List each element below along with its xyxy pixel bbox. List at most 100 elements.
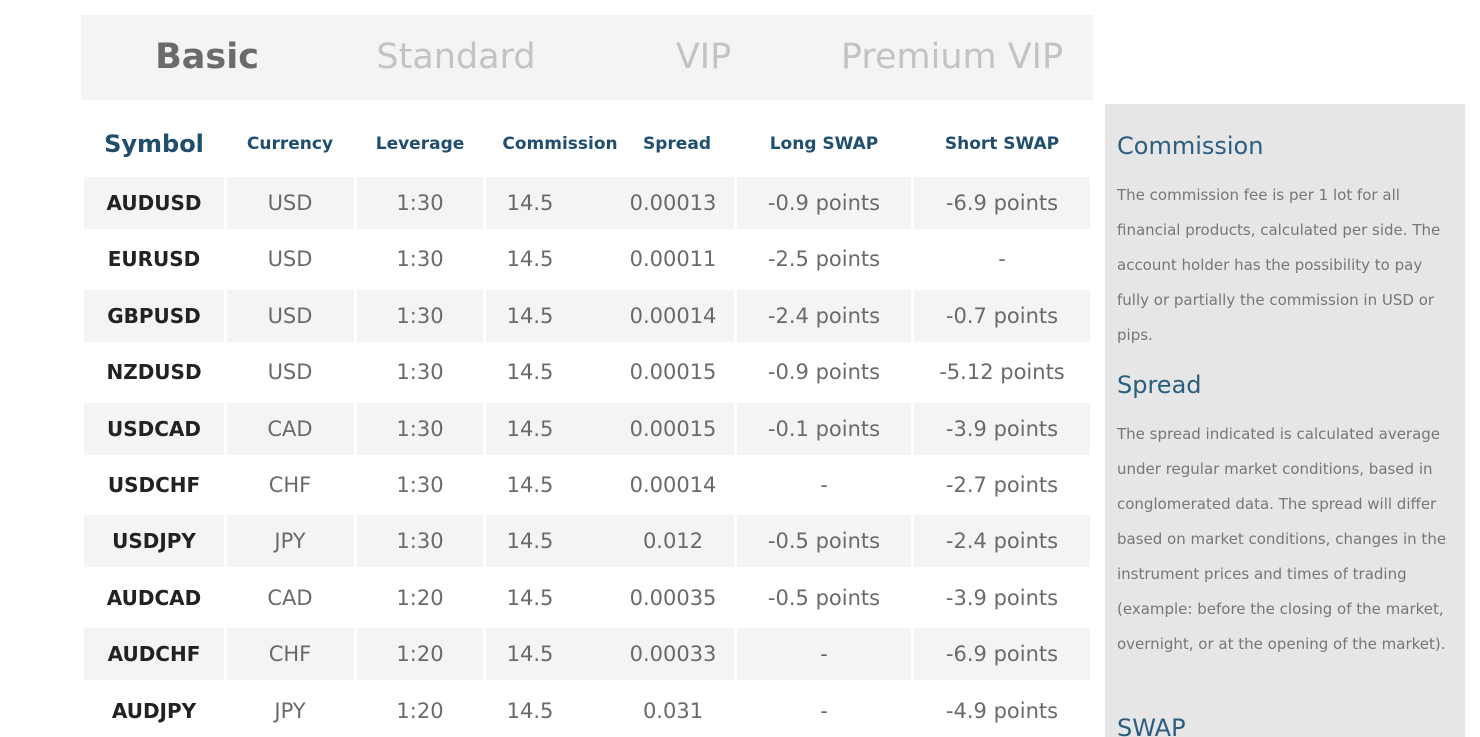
tab-premium-vip[interactable]: Premium VIP	[840, 37, 1064, 77]
table-row: AUDUSD USD 1:30 14.5 0.00013 -0.9 points -6.9 …	[84, 174, 1090, 230]
info-sidebar: Commission The commission fee is per 1 l…	[1105, 104, 1465, 737]
cell-background	[84, 515, 224, 568]
cell-background	[227, 628, 354, 681]
cell-leverage: 1:30	[396, 472, 444, 497]
cell-background	[914, 515, 1090, 568]
cell-currency: JPY	[274, 698, 306, 723]
cell-leverage: 1:20	[396, 642, 444, 667]
cell-leverage: 1:20	[396, 698, 444, 723]
cell-background	[737, 515, 911, 568]
table-row: USDCHF CHF 1:30 14.5 0.00014 - -2.7 points	[84, 456, 1090, 512]
tab-vip[interactable]: VIP	[675, 37, 732, 77]
cell-leverage: 1:20	[396, 585, 444, 610]
commission-info: Commission The commission fee is per 1 l…	[1117, 132, 1457, 353]
cell-symbol: GBPUSD	[107, 303, 201, 328]
cell-short-swap: -3.9 points	[945, 416, 1059, 441]
cell-background	[84, 402, 224, 455]
cell-short-swap: -	[998, 247, 1006, 272]
cell-background	[737, 402, 911, 455]
cell-commission: 14.5	[506, 416, 554, 441]
tab-standard[interactable]: Standard	[376, 37, 536, 77]
cell-spread: 0.00035	[629, 585, 717, 610]
cell-leverage: 1:30	[396, 529, 444, 554]
header-spread: Spread	[643, 134, 711, 154]
cell-long-swap: -2.4 points	[767, 303, 881, 328]
cell-background	[357, 628, 483, 681]
cell-currency: USD	[267, 191, 313, 215]
cell-background	[486, 515, 734, 568]
cell-currency: CAD	[267, 585, 313, 610]
cell-spread: 0.00015	[629, 360, 717, 385]
cell-leverage: 1:30	[396, 247, 444, 272]
account-type-tabs: Basic Standard VIP Premium VIP	[81, 15, 1093, 100]
cell-long-swap: -0.5 points	[767, 585, 881, 610]
cell-short-swap: -2.7 points	[945, 472, 1059, 497]
cell-background	[486, 177, 734, 229]
cell-commission: 14.5	[506, 529, 554, 554]
cell-background	[227, 402, 354, 455]
cell-currency: CHF	[268, 472, 312, 497]
cell-currency: USD	[267, 303, 313, 328]
cell-short-swap: -6.9 points	[945, 191, 1059, 215]
cell-currency: JPY	[274, 529, 306, 554]
cell-commission: 14.5	[506, 191, 554, 215]
table-row: GBPUSD USD 1:30 14.5 0.00014 -2.4 points -0.7 …	[84, 287, 1090, 343]
cell-long-swap: -2.5 points	[767, 247, 881, 272]
table-row: USDJPY JPY 1:30 14.5 0.012 -0.5 points -2.4 po…	[84, 512, 1090, 568]
cell-background	[486, 289, 734, 342]
cell-background	[227, 515, 354, 568]
table-row: USDCAD CAD 1:30 14.5 0.00015 -0.1 points -3.9 …	[84, 400, 1090, 456]
cell-background	[357, 515, 483, 568]
spread-title: Spread	[1117, 371, 1202, 399]
table-row: AUDCHF CHF 1:20 14.5 0.00033 - -6.9 points	[84, 625, 1090, 681]
cell-long-swap: -	[820, 472, 828, 497]
cell-leverage: 1:30	[396, 191, 444, 215]
cell-background	[914, 289, 1090, 342]
cell-symbol: NZDUSD	[106, 360, 202, 385]
cell-commission: 14.5	[506, 585, 554, 610]
header-long-swap: Long SWAP	[769, 134, 879, 154]
tab-basic[interactable]: Basic	[155, 37, 259, 77]
cell-spread: 0.031	[642, 698, 704, 723]
table-row: EURUSD USD 1:30 14.5 0.00011 -2.5 points -	[84, 230, 1090, 286]
cell-leverage: 1:30	[396, 416, 444, 441]
table-row: AUDJPY JPY 1:20 14.5 0.031 - -4.9 points	[84, 682, 1090, 737]
cell-commission: 14.5	[506, 642, 554, 667]
cell-symbol: AUDCHF	[107, 642, 201, 667]
cell-symbol: AUDCAD	[106, 585, 202, 610]
cell-short-swap: -5.12 points	[939, 360, 1065, 385]
table-header: Symbol Currency Leverage Commission Spread Lo…	[84, 114, 1090, 174]
cell-spread: 0.00014	[629, 303, 717, 328]
cell-commission: 14.5	[506, 303, 554, 328]
cell-background	[357, 177, 483, 229]
cell-symbol: USDJPY	[112, 529, 196, 554]
cell-long-swap: -0.5 points	[767, 529, 881, 554]
cell-leverage: 1:30	[396, 303, 444, 328]
header-commission: Commission	[502, 134, 618, 154]
cell-currency: USD	[267, 360, 313, 385]
cell-spread: 0.00015	[629, 416, 717, 441]
cell-symbol: USDCHF	[107, 472, 201, 497]
cell-background	[357, 402, 483, 455]
cell-currency: CHF	[268, 642, 312, 667]
cell-leverage: 1:30	[396, 360, 444, 385]
swap-info: SWAP	[1117, 714, 1457, 737]
cell-symbol: USDCAD	[106, 416, 201, 441]
cell-commission: 14.5	[506, 472, 554, 497]
cell-long-swap: -0.9 points	[767, 360, 881, 385]
cell-spread: 0.00011	[629, 247, 717, 272]
cell-short-swap: -4.9 points	[945, 698, 1059, 723]
cell-short-swap: -2.4 points	[945, 529, 1059, 554]
cell-long-swap: -	[820, 642, 828, 667]
cell-short-swap: -0.7 points	[945, 303, 1059, 328]
cell-background	[737, 289, 911, 342]
cell-background	[84, 177, 224, 229]
cell-background	[227, 177, 354, 229]
commission-title: Commission	[1117, 132, 1264, 160]
cell-long-swap: -	[820, 698, 828, 723]
header-symbol: Symbol	[104, 130, 204, 158]
cell-symbol: AUDUSD	[106, 191, 202, 215]
cell-short-swap: -6.9 points	[945, 642, 1059, 667]
commission-text: The commission fee is per 1 lot for all …	[1117, 186, 1441, 344]
instrument-table: Symbol Currency Leverage Commission Spread Lo…	[84, 114, 1090, 737]
